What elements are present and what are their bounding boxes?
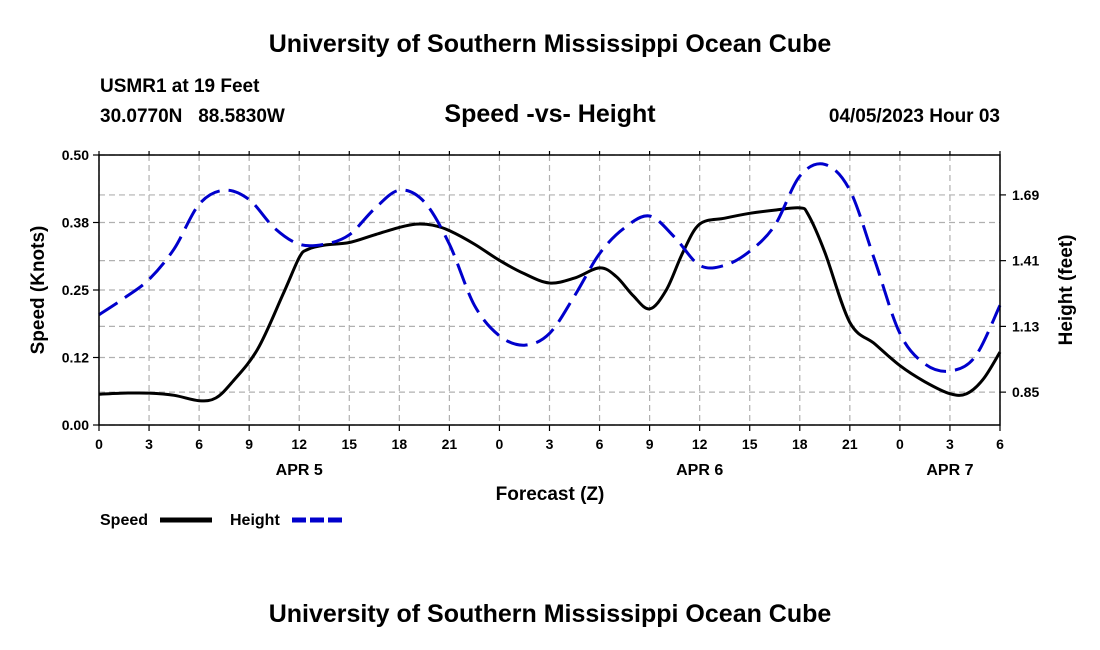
x-tick-label: 0 xyxy=(496,436,504,452)
y-tick-label: 0.12 xyxy=(62,350,89,366)
legend-height-label: Height xyxy=(230,512,280,529)
day-label: APR 7 xyxy=(926,462,973,479)
legend: Speed Height xyxy=(100,512,342,529)
axis-ticks: 0 3 6 9 12 15 18 21 0 3 6 9 12 15 18 21 0 3 6 APR 5 APR 6 APR… xyxy=(62,147,1040,479)
y-axis-title: Speed (Knots) xyxy=(28,226,49,355)
x-tick-label: 15 xyxy=(341,436,357,452)
day-label: APR 5 xyxy=(276,462,323,479)
x-tick-label: 18 xyxy=(792,436,808,452)
station-label: USMR1 at 19 Feet xyxy=(100,76,260,97)
x-tick-label: 3 xyxy=(946,436,954,452)
series-lines xyxy=(98,162,1002,403)
y2-tick-label: 1.41 xyxy=(1012,253,1039,269)
x-tick-label: 15 xyxy=(742,436,758,452)
y-tick-label: 0.25 xyxy=(62,282,89,298)
x-tick-label: 6 xyxy=(596,436,604,452)
top-title: University of Southern Mississippi Ocean… xyxy=(268,30,832,58)
bottom-title: University of Southern Mississippi Ocean… xyxy=(268,600,832,628)
y2-tick-label: 1.13 xyxy=(1012,318,1039,334)
x-tick-label: 9 xyxy=(646,436,654,452)
datetime-label: 04/05/2023 Hour 03 xyxy=(828,106,1000,127)
x-tick-label: 0 xyxy=(896,436,904,452)
y-tick-label: 0.38 xyxy=(62,215,89,231)
x-tick-label: 3 xyxy=(145,436,153,452)
x-tick-label: 9 xyxy=(245,436,253,452)
x-tick-label: 0 xyxy=(95,436,103,452)
x-axis-title: Forecast (Z) xyxy=(496,484,605,505)
legend-speed-label: Speed xyxy=(100,512,148,529)
day-label: APR 6 xyxy=(676,462,723,479)
x-tick-label: 3 xyxy=(546,436,554,452)
chart-title: Speed -vs- Height xyxy=(444,100,656,128)
x-tick-label: 18 xyxy=(392,436,408,452)
speed-series-line xyxy=(98,206,1002,403)
y-tick-label: 0.00 xyxy=(62,417,89,433)
y2-tick-label: 0.85 xyxy=(1012,384,1039,400)
y2-axis-title: Height (feet) xyxy=(1056,235,1077,346)
x-tick-label: 6 xyxy=(996,436,1004,452)
x-tick-label: 12 xyxy=(291,436,307,452)
grid-lines xyxy=(98,154,1001,426)
x-tick-label: 12 xyxy=(692,436,708,452)
height-series-line xyxy=(98,162,1002,373)
x-tick-label: 21 xyxy=(842,436,858,452)
y-tick-label: 0.50 xyxy=(62,147,89,163)
coordinates-label: 30.0770N 88.5830W xyxy=(100,106,285,127)
x-tick-label: 21 xyxy=(442,436,458,452)
y2-tick-label: 1.69 xyxy=(1012,187,1039,203)
x-tick-label: 6 xyxy=(195,436,203,452)
speed-height-chart: 0 3 6 9 12 15 18 21 0 3 6 9 12 15 18 21 0 3 6 APR 5 APR 6 APR… xyxy=(28,147,1077,529)
